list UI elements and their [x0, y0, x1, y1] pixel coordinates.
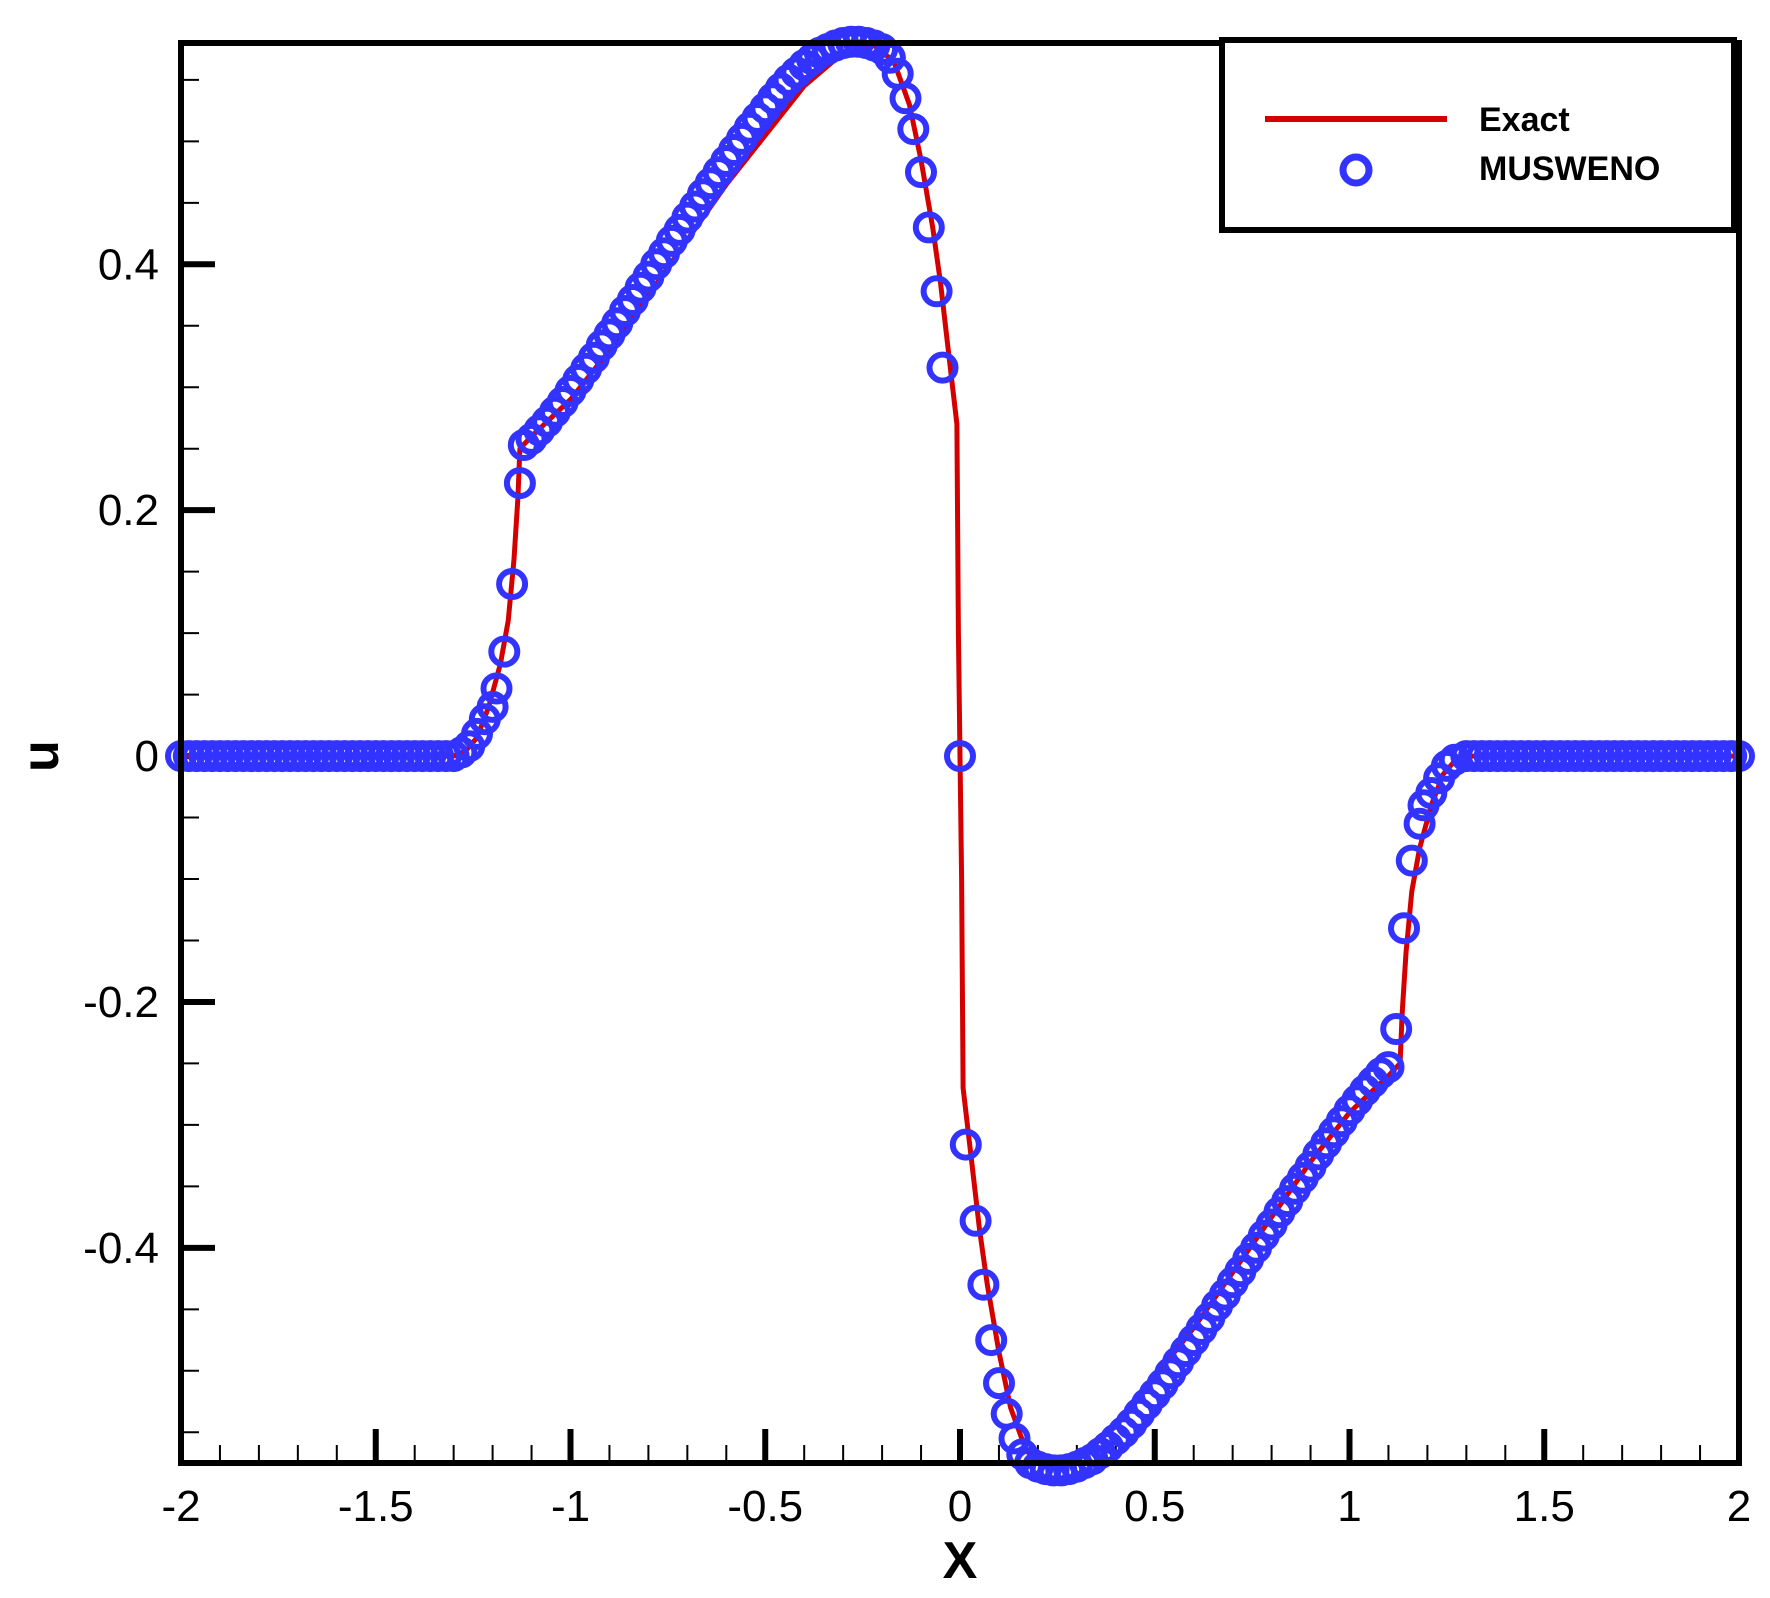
- musweno-point: [1403, 807, 1436, 840]
- musweno-point: [503, 467, 536, 500]
- musweno-point: [983, 1367, 1015, 1400]
- x-tick-label: -2: [161, 1482, 200, 1531]
- musweno-point: [912, 211, 945, 244]
- musweno-point: [488, 635, 521, 668]
- x-axis-title: X: [943, 1532, 978, 1590]
- plot-frame: [178, 40, 1742, 1466]
- musweno-point: [959, 1204, 992, 1237]
- legend-label-musweno: MUSWENO: [1479, 150, 1660, 188]
- legend-label-exact: Exact: [1479, 101, 1570, 139]
- y-tick-label: 0.2: [98, 486, 159, 535]
- musweno-point: [1388, 912, 1420, 945]
- musweno-point: [889, 82, 922, 115]
- x-tick-label: -0.5: [727, 1482, 803, 1531]
- musweno-point: [897, 113, 930, 146]
- musweno-point: [975, 1324, 1008, 1357]
- musweno-point: [905, 156, 937, 189]
- x-tick-label: 1: [1337, 1482, 1361, 1531]
- x-tick-label: 2: [1727, 1482, 1751, 1531]
- y-axis-title: u: [12, 740, 70, 772]
- x-tick-label: 0.5: [1124, 1482, 1185, 1531]
- musweno-point: [476, 690, 509, 723]
- x-tick-label: -1.5: [338, 1482, 414, 1531]
- musweno-point: [967, 1268, 1000, 1301]
- legend-swatch-musweno: [1339, 153, 1373, 187]
- x-tick-label: 0: [948, 1482, 972, 1531]
- musweno-point: [1380, 1013, 1413, 1045]
- musweno-point: [998, 1422, 1031, 1455]
- musweno-point: [496, 568, 529, 600]
- legend-box: [1219, 37, 1737, 233]
- y-tick-label: -0.4: [83, 1224, 159, 1273]
- musweno-point: [480, 672, 513, 705]
- musweno-point: [949, 1128, 982, 1161]
- y-tick-label: 0.4: [98, 240, 159, 289]
- legend: Exact MUSWENO: [1219, 37, 1737, 233]
- musweno-point: [926, 351, 959, 384]
- x-tick-label: 1.5: [1514, 1482, 1575, 1531]
- plot-area: [165, 25, 1755, 1487]
- musweno-point: [1372, 1051, 1405, 1084]
- y-tick-label: 0: [135, 732, 159, 781]
- musweno-point: [920, 275, 953, 308]
- musweno-point: [944, 740, 976, 773]
- series-line-exact: [181, 43, 1739, 1470]
- tick-labels: -2 -1.5 -1 -0.5 0 0.5 1 1.5 2 -0.4 -0.2 0 0.2 0.4: [83, 240, 1751, 1531]
- x-tick-label: -1: [551, 1482, 590, 1531]
- y-tick-label: -0.2: [83, 978, 159, 1027]
- musweno-point: [1395, 844, 1428, 877]
